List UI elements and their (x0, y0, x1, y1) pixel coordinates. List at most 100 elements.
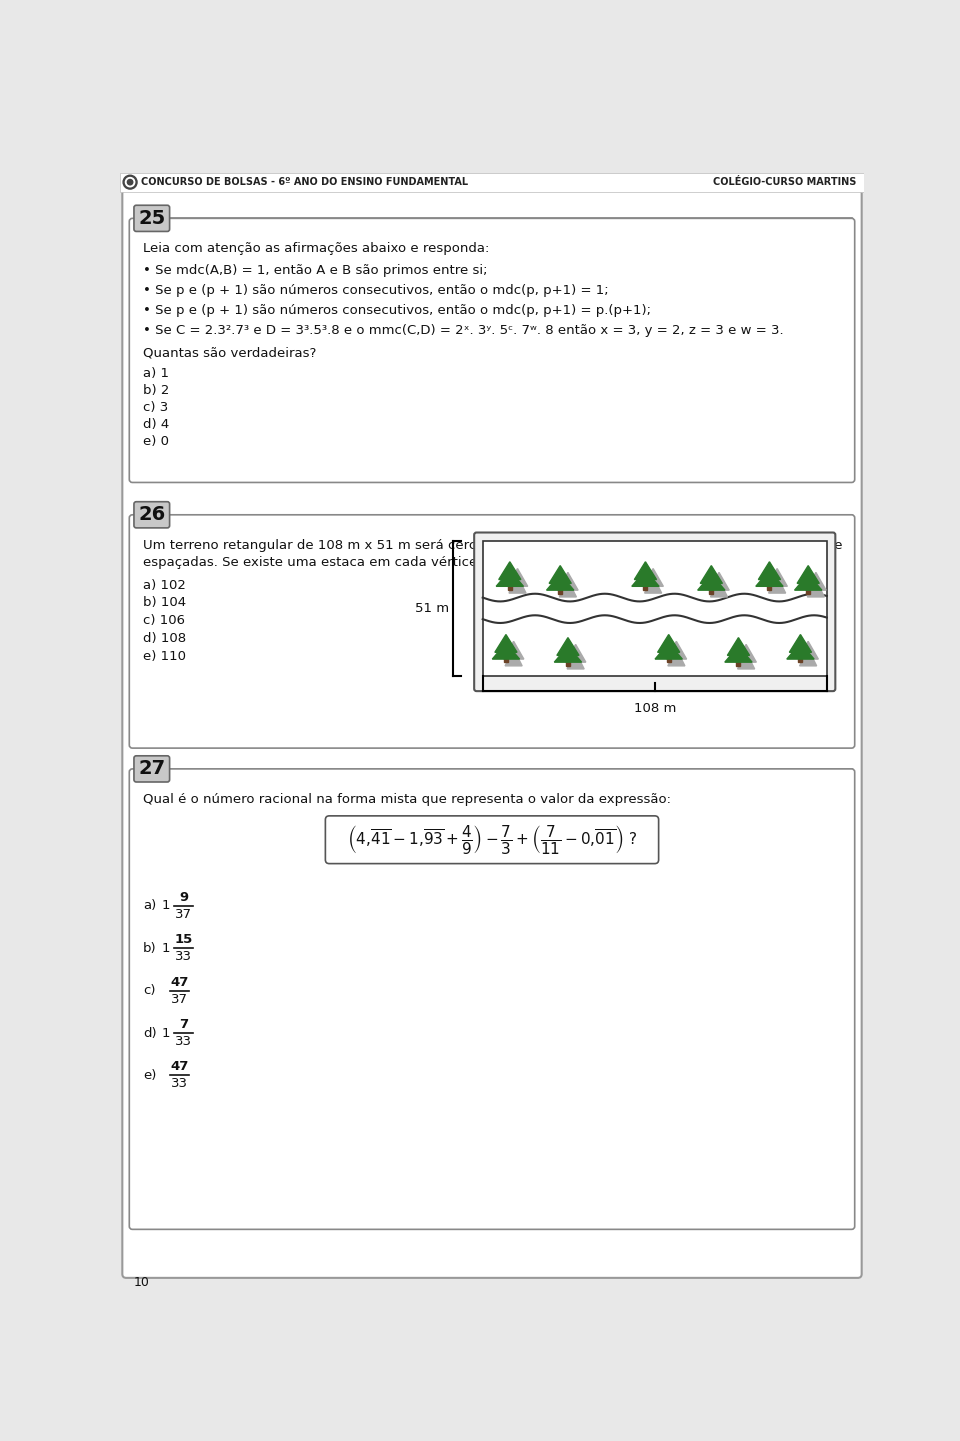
Polygon shape (508, 586, 512, 589)
Text: e) 110: e) 110 (143, 650, 186, 663)
Text: 51 m: 51 m (416, 602, 449, 615)
Text: • Se mdc(A,B) = 1, então A e B são primos entre si;: • Se mdc(A,B) = 1, então A e B são primo… (143, 264, 488, 277)
Text: 15: 15 (175, 934, 193, 947)
Bar (120, 173, 864, 192)
Polygon shape (558, 591, 563, 594)
Polygon shape (635, 562, 657, 579)
Text: a): a) (143, 899, 156, 912)
Polygon shape (769, 576, 785, 594)
Polygon shape (708, 572, 730, 591)
Text: 33: 33 (171, 1078, 188, 1091)
Polygon shape (503, 641, 524, 659)
Polygon shape (505, 648, 522, 666)
FancyBboxPatch shape (134, 205, 170, 232)
Polygon shape (710, 581, 728, 597)
Text: b) 104: b) 104 (143, 597, 186, 610)
Polygon shape (698, 574, 725, 591)
Polygon shape (668, 648, 684, 666)
Text: 47: 47 (171, 1061, 189, 1074)
Text: Um terreno retangular de 108 m x 51 m será cercado com arame farpado fixado em e: Um terreno retangular de 108 m x 51 m se… (143, 539, 843, 552)
FancyBboxPatch shape (134, 757, 170, 782)
Polygon shape (709, 591, 713, 594)
Polygon shape (632, 571, 660, 586)
Text: 9: 9 (179, 891, 188, 904)
Polygon shape (700, 566, 723, 584)
Polygon shape (758, 562, 780, 579)
Polygon shape (507, 569, 528, 586)
Text: c) 3: c) 3 (143, 401, 169, 414)
Polygon shape (799, 659, 803, 663)
Text: d): d) (143, 1026, 156, 1039)
Text: 1: 1 (162, 1026, 170, 1039)
Text: 26: 26 (138, 506, 165, 525)
Text: • Se p e (p + 1) são números consecutivos, então o mdc(p, p+1) = 1;: • Se p e (p + 1) são números consecutivo… (143, 284, 609, 297)
Text: a) 1: a) 1 (143, 367, 169, 380)
Text: 47: 47 (171, 976, 189, 989)
Text: e) 0: e) 0 (143, 435, 169, 448)
Text: d) 108: d) 108 (143, 631, 186, 644)
Text: 27: 27 (138, 759, 165, 778)
Polygon shape (557, 637, 579, 656)
Polygon shape (807, 581, 825, 597)
Polygon shape (736, 644, 756, 663)
FancyBboxPatch shape (325, 816, 659, 863)
Polygon shape (644, 576, 661, 594)
Text: Leia com atenção as afirmações abaixo e responda:: Leia com atenção as afirmações abaixo e … (143, 242, 490, 255)
Text: d) 4: d) 4 (143, 418, 170, 431)
Polygon shape (565, 644, 586, 663)
Text: c) 106: c) 106 (143, 614, 185, 627)
Polygon shape (736, 663, 740, 666)
Text: 37: 37 (171, 993, 188, 1006)
Polygon shape (800, 648, 817, 666)
Text: • Se p e (p + 1) são números consecutivos, então o mdc(p, p+1) = p.(p+1);: • Se p e (p + 1) são números consecutivo… (143, 304, 651, 317)
FancyBboxPatch shape (130, 514, 854, 748)
Text: Quantas são verdadeiras?: Quantas são verdadeiras? (143, 347, 317, 360)
Polygon shape (789, 634, 811, 653)
Bar (483, 540, 827, 676)
Polygon shape (767, 569, 787, 586)
Text: espaçadas. Se existe uma estaca em cada vértice, então o número mínimo de estaca: espaçadas. Se existe uma estaca em cada … (143, 556, 787, 569)
Polygon shape (756, 571, 783, 586)
Text: e): e) (143, 1069, 156, 1082)
Circle shape (123, 176, 137, 189)
Text: 33: 33 (175, 1035, 192, 1048)
Polygon shape (554, 646, 582, 663)
Text: COLÉGIO-CURSO MARTINS: COLÉGIO-CURSO MARTINS (713, 177, 856, 187)
Polygon shape (492, 643, 519, 659)
Text: c): c) (143, 984, 156, 997)
Polygon shape (666, 659, 671, 663)
Polygon shape (767, 586, 772, 589)
Polygon shape (737, 651, 755, 669)
Polygon shape (795, 574, 822, 591)
Polygon shape (560, 581, 576, 597)
Polygon shape (494, 634, 517, 653)
Text: b): b) (143, 942, 156, 955)
Polygon shape (565, 663, 570, 666)
Polygon shape (558, 572, 578, 591)
Polygon shape (496, 571, 523, 586)
Polygon shape (658, 634, 680, 653)
Polygon shape (643, 569, 663, 586)
FancyBboxPatch shape (130, 219, 854, 483)
Text: 37: 37 (175, 908, 192, 921)
Text: Qual é o número racional na forma mista que representa o valor da expressão:: Qual é o número racional na forma mista … (143, 793, 671, 806)
Polygon shape (728, 637, 750, 656)
Text: 108 m: 108 m (634, 702, 676, 715)
Polygon shape (797, 566, 819, 584)
Text: a) 102: a) 102 (143, 579, 186, 592)
Text: 10: 10 (134, 1275, 150, 1288)
FancyBboxPatch shape (122, 190, 862, 1278)
Polygon shape (549, 566, 571, 584)
Text: 1: 1 (162, 942, 170, 955)
Polygon shape (499, 562, 521, 579)
Text: 33: 33 (175, 950, 192, 963)
Polygon shape (787, 643, 814, 659)
Circle shape (128, 180, 132, 184)
Text: 7: 7 (179, 1017, 188, 1032)
Polygon shape (655, 643, 683, 659)
Polygon shape (643, 586, 647, 589)
Polygon shape (806, 591, 810, 594)
Text: CONCURSO DE BOLSAS - 6º ANO DO ENSINO FUNDAMENTAL: CONCURSO DE BOLSAS - 6º ANO DO ENSINO FU… (141, 177, 468, 187)
Polygon shape (725, 646, 752, 663)
FancyBboxPatch shape (134, 501, 170, 527)
